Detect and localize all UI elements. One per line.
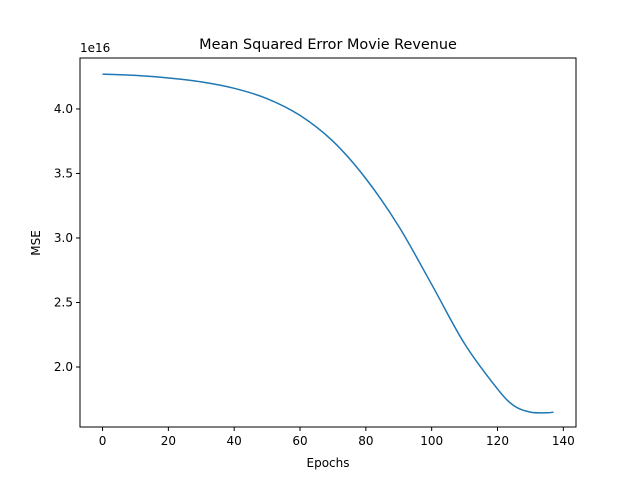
y-tick-label: 3.5 — [54, 166, 73, 180]
chart-title: Mean Squared Error Movie Revenue — [199, 37, 457, 53]
y-axis-label: MSE — [29, 230, 43, 256]
x-tick-label: 140 — [552, 434, 575, 448]
y-tick-label: 2.0 — [54, 360, 73, 374]
x-tick-label: 60 — [292, 434, 307, 448]
x-tick-label: 80 — [358, 434, 373, 448]
y-axis-offset-label: 1e16 — [80, 41, 110, 55]
x-tick-label: 0 — [99, 434, 107, 448]
y-axis-ticks: 2.0 2.5 3.0 3.5 4.0 — [54, 102, 80, 374]
x-tick-label: 100 — [420, 434, 443, 448]
y-tick-label: 3.0 — [54, 231, 73, 245]
series-layer — [102, 73, 554, 414]
x-axis-ticks: 0 20 40 60 80 100 120 140 — [99, 427, 575, 448]
x-tick-label: 120 — [486, 434, 509, 448]
mse-series-line — [102, 73, 554, 414]
x-axis-label: Epochs — [307, 456, 350, 470]
plot-area-frame — [79, 57, 577, 428]
x-tick-label: 40 — [227, 434, 242, 448]
y-tick-label: 4.0 — [54, 102, 73, 116]
y-tick-label: 2.5 — [54, 295, 73, 309]
x-tick-label: 20 — [161, 434, 176, 448]
